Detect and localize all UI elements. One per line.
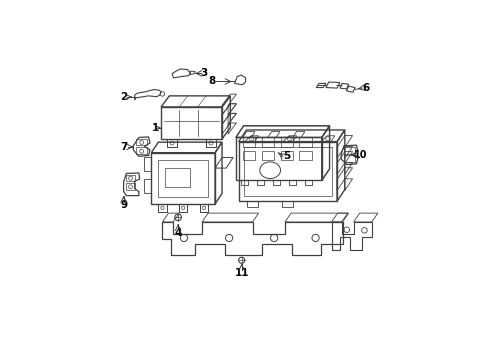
Text: 6: 6 <box>363 83 370 93</box>
Text: 4: 4 <box>174 228 182 238</box>
Text: 11: 11 <box>234 268 249 278</box>
Text: 8: 8 <box>209 76 216 86</box>
Text: 3: 3 <box>200 68 208 78</box>
Text: 1: 1 <box>152 123 159 133</box>
Text: 10: 10 <box>354 150 368 160</box>
Text: 9: 9 <box>120 201 127 210</box>
Text: 7: 7 <box>121 142 128 152</box>
Text: 2: 2 <box>120 92 127 102</box>
Text: 5: 5 <box>284 151 291 161</box>
